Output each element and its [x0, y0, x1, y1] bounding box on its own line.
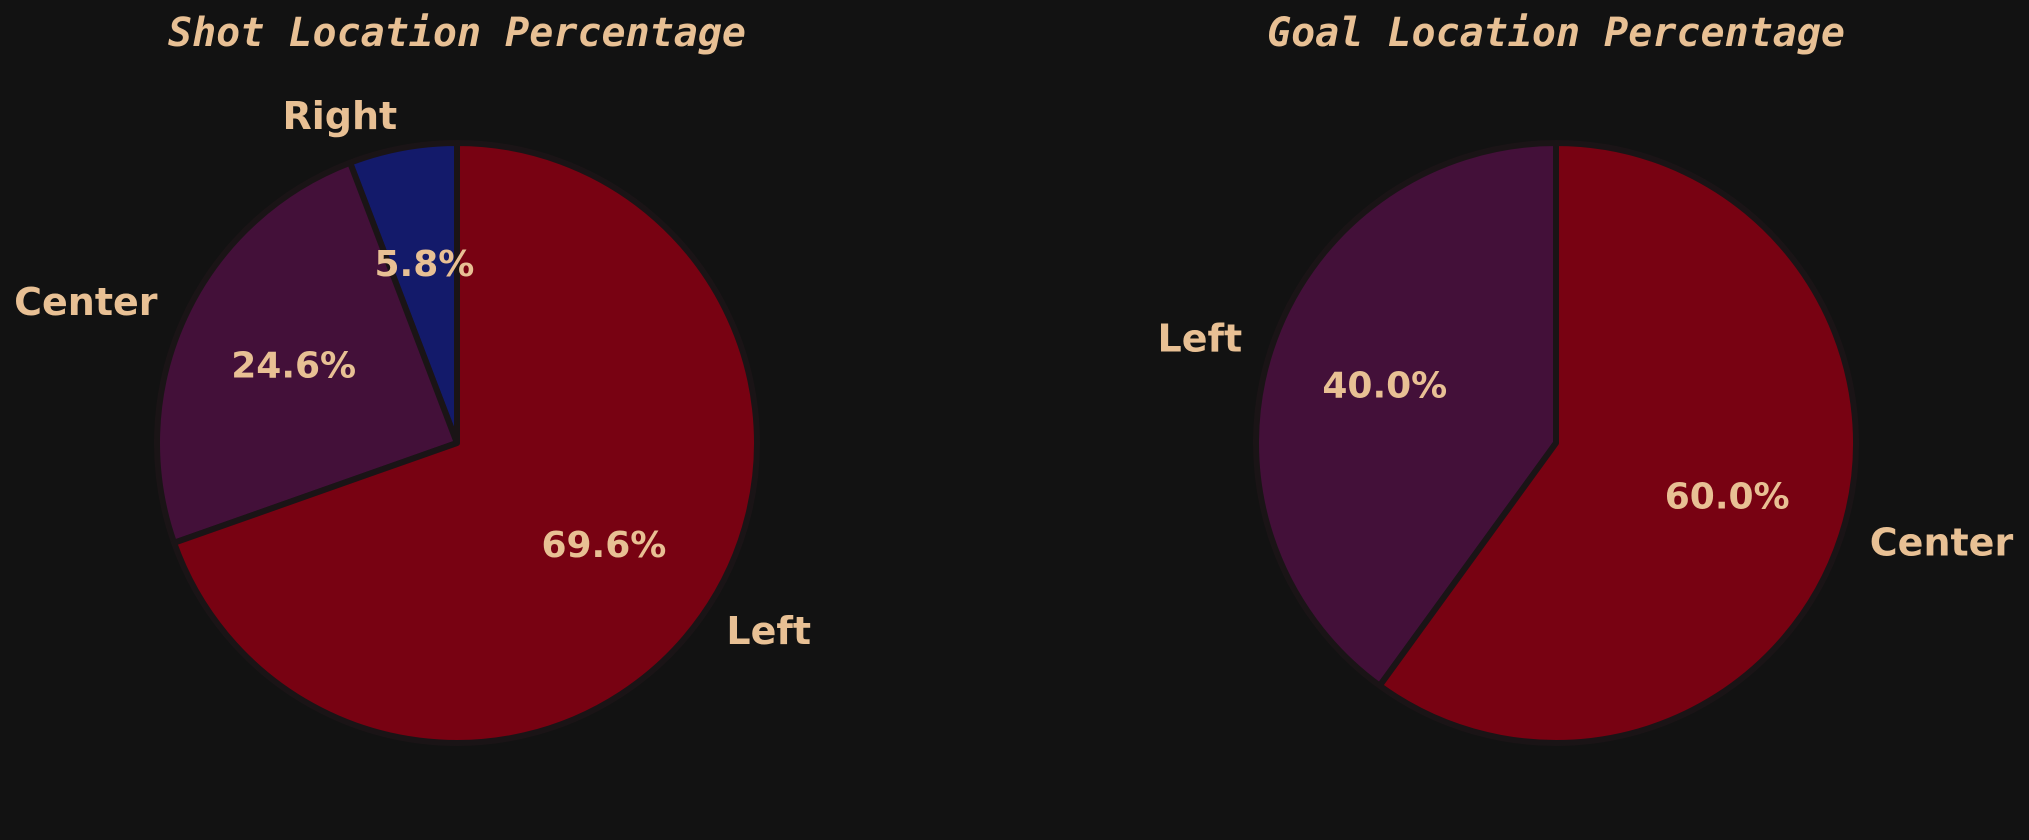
pie-slice-left [171, 140, 760, 746]
slice-percent-center: 60.0% [1665, 477, 1790, 518]
slice-percent-center: 24.6% [231, 345, 356, 386]
pie-slice-left [1252, 140, 1559, 689]
slice-label-left: Left [726, 609, 811, 653]
pie-slice-center [154, 159, 460, 546]
slice-percent-right: 5.8% [374, 244, 474, 285]
slice-label-right: Right [282, 94, 397, 138]
shot-location-pie-chart: Shot Location Percentage Right 5.8% Center… [14, 10, 811, 746]
pie-slices [1252, 140, 1859, 746]
slice-label-center: Center [14, 280, 158, 324]
pie-slices [154, 140, 760, 746]
slice-label-left: Left [1158, 317, 1243, 361]
slice-percent-left: 40.0% [1322, 365, 1447, 406]
chart-title: Goal Location Percentage [1267, 10, 1845, 56]
pie-labels: Left 40.0% Center 60.0% [1158, 317, 2014, 565]
goal-location-pie-chart: Goal Location Percentage Left 40.0% Center… [1158, 10, 2014, 746]
slice-percent-left: 69.6% [541, 525, 666, 566]
pie-slice-center [1376, 140, 1859, 746]
slice-label-center: Center [1870, 521, 2014, 565]
chart-title: Shot Location Percentage [168, 10, 746, 56]
pie-labels: Right 5.8% Center 24.6% Left 69.6% [14, 94, 811, 653]
